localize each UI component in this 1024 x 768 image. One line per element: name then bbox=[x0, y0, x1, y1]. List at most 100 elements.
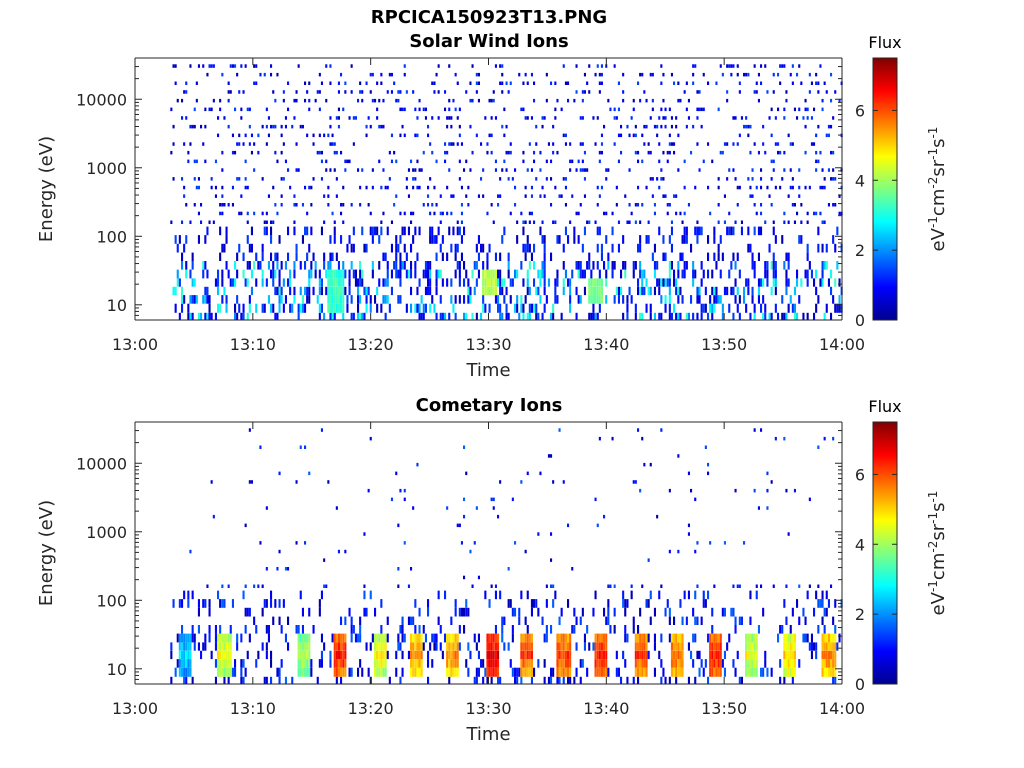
flux-cell bbox=[187, 312, 190, 320]
flux-cell bbox=[204, 159, 207, 164]
flux-cell bbox=[530, 607, 533, 617]
flux-cell bbox=[662, 194, 665, 198]
flux-cell bbox=[819, 278, 822, 287]
flux-cell bbox=[520, 295, 523, 304]
flux-cell bbox=[410, 243, 413, 253]
flux-cell bbox=[378, 650, 381, 660]
flux-cell bbox=[448, 116, 451, 120]
flux-cell bbox=[581, 116, 584, 120]
flux-cell bbox=[325, 168, 328, 172]
flux-cell bbox=[452, 98, 455, 103]
flux-cell bbox=[679, 98, 682, 103]
flux-cell bbox=[755, 667, 758, 677]
flux-cell bbox=[363, 312, 366, 320]
flux-cell bbox=[399, 269, 402, 279]
flux-cell bbox=[774, 235, 777, 244]
flux-cell bbox=[810, 142, 813, 146]
flux-cell bbox=[499, 194, 502, 198]
flux-cell bbox=[463, 226, 466, 236]
flux-cell bbox=[439, 642, 442, 651]
flux-cell bbox=[762, 607, 765, 617]
flux-cell bbox=[753, 659, 756, 668]
flux-cell bbox=[225, 261, 228, 270]
flux-cell bbox=[649, 590, 652, 600]
flux-cell bbox=[683, 185, 686, 190]
flux-cell bbox=[740, 220, 743, 224]
flux-cell bbox=[730, 64, 733, 68]
flux-cell bbox=[605, 211, 608, 216]
flux-cell bbox=[320, 303, 323, 313]
flux-cell bbox=[386, 295, 389, 304]
flux-cell bbox=[301, 650, 304, 660]
flux-cell bbox=[225, 633, 228, 643]
flux-cell bbox=[361, 168, 364, 172]
flux-cell bbox=[174, 235, 177, 244]
flux-cell bbox=[772, 220, 775, 224]
flux-cell bbox=[569, 286, 572, 296]
flux-cell bbox=[598, 150, 601, 155]
flux-cell bbox=[530, 252, 533, 261]
flux-cell bbox=[306, 633, 309, 643]
flux-cell bbox=[772, 278, 775, 287]
flux-cell bbox=[772, 159, 775, 164]
flux-cell bbox=[586, 625, 589, 634]
flux-cell bbox=[270, 599, 273, 608]
flux-cell bbox=[560, 667, 563, 677]
flux-cell bbox=[709, 667, 712, 677]
flux-cell bbox=[571, 159, 574, 164]
flux-cell bbox=[236, 252, 239, 261]
flux-cell bbox=[433, 211, 436, 216]
flux-cell bbox=[289, 286, 292, 296]
flux-cell bbox=[641, 159, 644, 164]
flux-cell bbox=[683, 269, 686, 279]
flux-cell bbox=[346, 243, 349, 253]
flux-cell bbox=[594, 278, 597, 287]
flux-cell bbox=[304, 667, 307, 677]
flux-cell bbox=[798, 584, 801, 588]
flux-cell bbox=[609, 107, 612, 112]
flux-cell bbox=[418, 226, 421, 236]
flux-cell bbox=[289, 269, 292, 279]
flux-cell bbox=[427, 676, 430, 684]
flux-cell bbox=[821, 168, 824, 172]
flux-cell bbox=[490, 286, 493, 296]
flux-cell bbox=[694, 676, 697, 684]
flux-cell bbox=[662, 278, 665, 287]
flux-cell bbox=[755, 90, 758, 94]
flux-cell bbox=[333, 168, 336, 172]
flux-cell bbox=[467, 203, 470, 207]
flux-cell bbox=[755, 584, 758, 588]
flux-cell bbox=[713, 584, 716, 588]
flux-cell bbox=[757, 506, 760, 510]
flux-cell bbox=[221, 203, 224, 207]
flux-cell bbox=[427, 261, 430, 270]
flux-cell bbox=[352, 142, 355, 146]
flux-cell bbox=[596, 261, 599, 270]
flux-cell bbox=[766, 90, 769, 94]
flux-cell bbox=[560, 312, 563, 320]
flux-cell bbox=[777, 72, 780, 77]
flux-cell bbox=[187, 667, 190, 677]
flux-cell bbox=[545, 177, 548, 181]
flux-cell bbox=[622, 312, 625, 320]
flux-cell bbox=[817, 445, 820, 449]
flux-cell bbox=[397, 633, 400, 643]
flux-cell bbox=[594, 295, 597, 304]
flux-cell bbox=[376, 286, 379, 296]
flux-cell bbox=[526, 312, 529, 320]
flux-cell bbox=[600, 185, 603, 190]
flux-cell bbox=[395, 261, 398, 270]
flux-cell bbox=[647, 235, 650, 244]
flux-cell bbox=[660, 81, 663, 85]
flux-cell bbox=[223, 286, 226, 296]
flux-cell bbox=[376, 642, 379, 651]
flux-cell bbox=[723, 607, 726, 617]
flux-cell bbox=[450, 616, 453, 625]
flux-cell bbox=[783, 168, 786, 172]
flux-cell bbox=[764, 312, 767, 320]
flux-cell bbox=[823, 185, 826, 190]
flux-cell bbox=[403, 133, 406, 138]
flux-cell bbox=[713, 286, 716, 296]
flux-cell bbox=[730, 261, 733, 270]
flux-cell bbox=[596, 203, 599, 207]
